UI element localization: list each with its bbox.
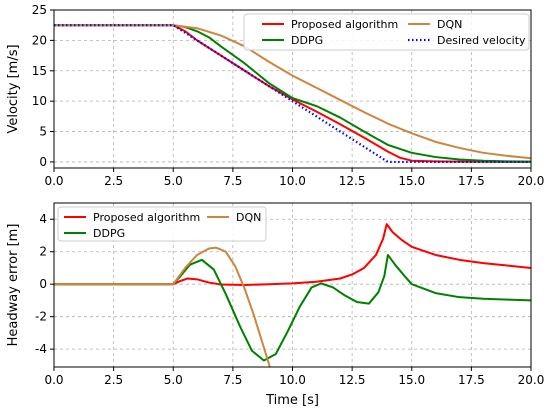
y-axis-label: Velocity [m/s] [6,44,21,133]
series-line-ddpg [54,24,531,163]
series-line-proposed-algorithm [54,223,531,286]
x-tick-label: 17.5 [458,174,485,188]
legend: Proposed algorithm DDPG DQN Desired velocit… [243,13,530,51]
legend-label: Desired velocity [437,34,526,47]
legend-label: Proposed algorithm [291,18,398,31]
y-tick-label: 2 [39,245,47,259]
chart-panel-1: 0.0 2.5 5.0 7.5 10.0 12.5 15.0 17.5 20.0 0 5 10 15 20… [6,3,544,188]
y-tick-label: 25 [32,3,47,17]
legend-frame [243,13,530,51]
y-tick-label: 0 [39,155,47,169]
x-tick-label: 20.0 [518,373,545,387]
x-tick-label: 0.0 [44,373,63,387]
x-tick-label: 15.0 [398,373,425,387]
series-line-ddpg [54,253,531,362]
y-tick-label: 5 [39,125,47,139]
x-tick-label: 12.5 [339,373,366,387]
x-tick-label: 0.0 [44,174,63,188]
series-line-dqn [54,246,271,367]
x-tick-label: 7.5 [223,373,242,387]
chart-panel-2: 0.0 2.5 5.0 7.5 10.0 12.5 15.0 17.5 20.0 -4 -2 0 2 4 H… [6,202,545,408]
y-tick-label: 15 [32,64,47,78]
legend-label: DDPG [93,227,125,240]
x-tick-label: 20.0 [518,174,545,188]
y-axis-label: Headway error [m] [6,224,21,347]
legend-label: Proposed algorithm [93,211,200,224]
x-tick-label: 5.0 [164,174,183,188]
legend: Proposed algorithm DDPG DQN [57,206,267,242]
x-axis-label: Time [s] [265,393,319,408]
x-tick-label: 17.5 [458,373,485,387]
x-tick-label: 10.0 [279,174,306,188]
y-tick-label: -2 [35,310,47,324]
x-tick-label: 15.0 [398,174,425,188]
x-tick-label: 5.0 [164,373,183,387]
y-tick-label: 4 [39,212,47,226]
y-tick-label: 10 [32,94,47,108]
y-tick-label: -4 [35,342,47,356]
legend-label: DQN [236,211,261,224]
x-tick-label: 2.5 [104,174,123,188]
x-tick-label: 12.5 [339,174,366,188]
series-line-dqn [54,24,531,160]
x-tick-label: 7.5 [223,174,242,188]
y-tick-label: 0 [39,277,47,291]
series-line-desired-velocity [54,24,531,164]
x-tick-label: 10.0 [279,373,306,387]
legend-frame [57,206,267,242]
plot-frame [53,9,532,169]
plot-frame [53,202,532,368]
x-tick-label: 2.5 [104,373,123,387]
legend-label: DQN [437,18,462,31]
legend-label: DDPG [291,34,323,47]
y-tick-label: 20 [32,33,47,47]
